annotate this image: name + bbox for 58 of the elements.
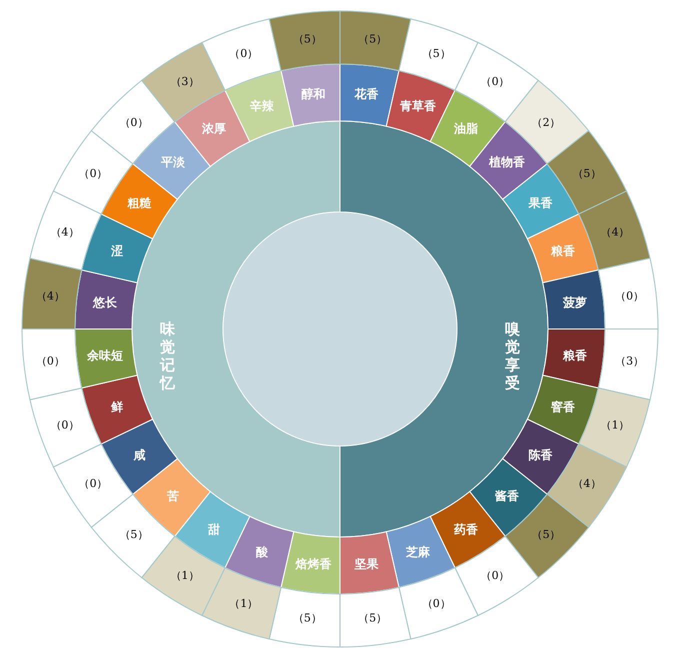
- data-label: （2）: [532, 116, 561, 129]
- category-label: 余味短: [86, 348, 123, 362]
- data-label: （0）: [36, 354, 65, 368]
- data-label: （0）: [422, 597, 451, 610]
- category-label: 粮香: [562, 348, 588, 362]
- category-label: 粮香: [550, 244, 576, 258]
- data-label: （0）: [480, 568, 510, 582]
- category-label: 酱香: [494, 489, 520, 504]
- category-label: 平淡: [160, 154, 186, 169]
- data-label: （0）: [119, 116, 148, 129]
- data-label: （5）: [119, 528, 148, 542]
- category-label: 鲜: [110, 400, 123, 414]
- data-label: （0）: [615, 289, 644, 302]
- category-label: 粗糙: [126, 196, 153, 210]
- data-label: （5）: [358, 612, 388, 625]
- category-label: 窨香: [551, 400, 576, 414]
- category-label: 花香: [353, 86, 380, 101]
- category-label: 药香: [452, 522, 479, 536]
- data-label: （1）: [170, 568, 200, 582]
- category-label: 悠长: [92, 296, 118, 310]
- data-label: （1）: [229, 597, 258, 610]
- category-label: 涩: [110, 244, 123, 258]
- category-label: 焙烤香: [294, 557, 333, 572]
- category-label: 油脂: [452, 122, 478, 136]
- category-label: 菠萝: [562, 296, 588, 310]
- category-label: 植物香: [488, 154, 526, 169]
- category-label: 浓厚: [201, 122, 226, 136]
- data-label: （3）: [170, 75, 200, 88]
- data-label: （0）: [78, 477, 108, 490]
- category-label: 芝麻: [405, 545, 432, 560]
- category-label: 咸: [132, 448, 146, 462]
- data-label: （3）: [615, 354, 644, 368]
- data-label: （4）: [36, 289, 65, 302]
- category-label: 青草香: [399, 98, 438, 113]
- data-label: （5）: [572, 166, 602, 180]
- data-label: （0）: [480, 75, 510, 88]
- category-label: 酸: [256, 545, 269, 560]
- data-label: （0）: [229, 46, 258, 60]
- slice-label: 嗅觉享受: [504, 320, 520, 392]
- data-label: （4）: [50, 226, 80, 239]
- category-label: 甜: [207, 522, 220, 536]
- data-label: （5）: [532, 528, 561, 542]
- data-label: （0）: [50, 418, 80, 432]
- category-label: 醇和: [302, 86, 326, 101]
- category-label: 苦: [166, 489, 179, 504]
- data-label: （0）: [78, 166, 108, 180]
- data-label: （1）: [600, 418, 630, 432]
- data-label: （5）: [292, 612, 322, 625]
- data-label: （5）: [292, 32, 322, 46]
- data-label: （5）: [358, 32, 388, 46]
- category-label: 坚果: [353, 557, 380, 572]
- data-label: （5）: [422, 46, 451, 60]
- data-label: （4）: [572, 477, 602, 490]
- category-label: 辛辣: [248, 98, 275, 113]
- data-label: （4）: [600, 226, 630, 239]
- slice-label: 味觉记忆: [159, 320, 176, 392]
- category-label: 陈香: [528, 448, 554, 462]
- category-label: 果香: [527, 196, 554, 210]
